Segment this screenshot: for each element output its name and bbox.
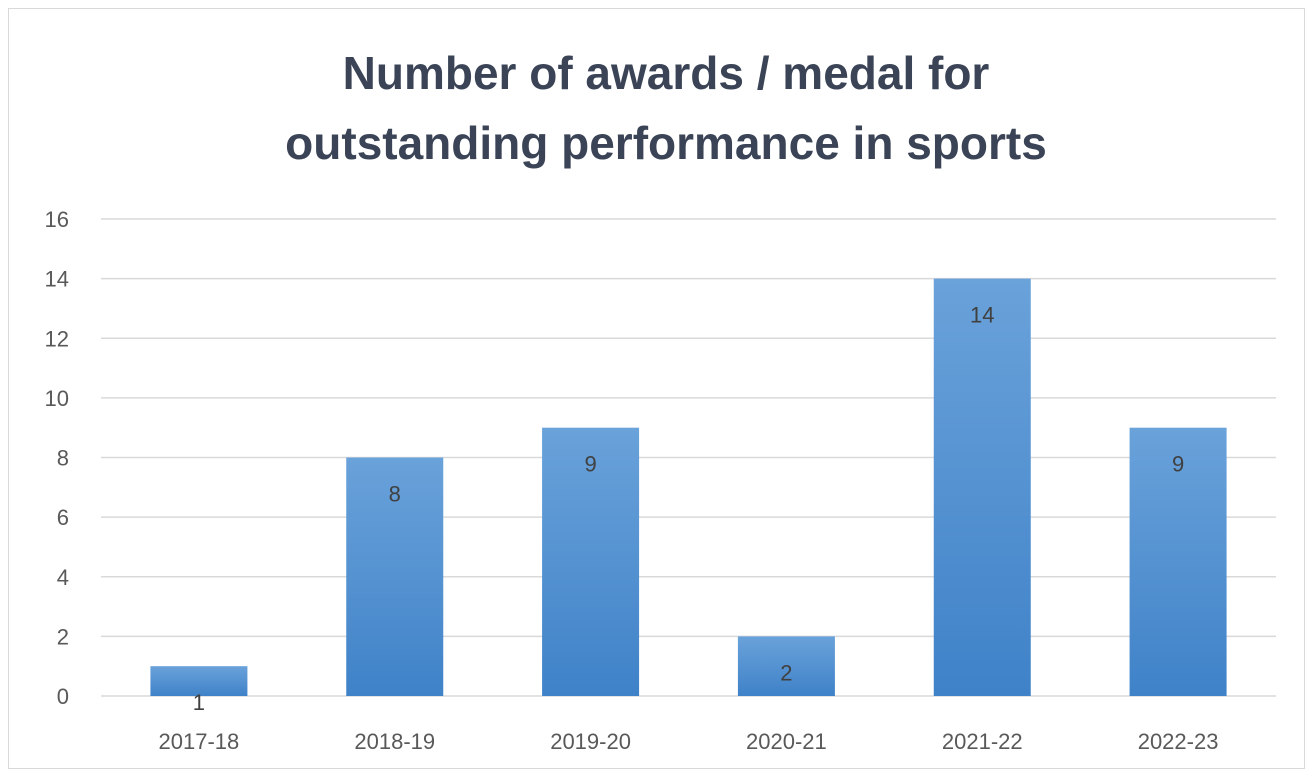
x-tick-label: 2017-18	[159, 729, 240, 754]
x-tick-label: 2018-19	[354, 729, 435, 754]
y-tick-label: 8	[57, 446, 69, 471]
data-label: 9	[584, 452, 596, 477]
top-strip	[0, 0, 1309, 6]
bars	[150, 278, 1227, 696]
y-tick-label: 10	[45, 386, 69, 411]
x-axis-ticks: 2017-18 2018-19 2019-20 2020-21 2021-22 2022-…	[159, 729, 1219, 754]
bar-2021-22	[933, 278, 1031, 696]
x-tick-label: 2021-22	[942, 729, 1023, 754]
y-axis-ticks: 0 2 4 6 8 10 12 14 16	[45, 207, 69, 709]
gridlines	[101, 218, 1276, 697]
y-tick-label: 16	[45, 207, 69, 232]
bar-2017-18	[150, 666, 248, 696]
x-tick-label: 2019-20	[550, 729, 631, 754]
y-tick-label: 0	[57, 684, 69, 709]
chart-title-line-2: outstanding performance in sports	[285, 117, 1047, 169]
chart-title-line-1: Number of awards / medal for	[343, 47, 990, 99]
y-tick-label: 6	[57, 505, 69, 530]
bar-2022-23	[1129, 427, 1227, 696]
chart-frame: Number of awards / medal for outstanding…	[8, 8, 1305, 769]
x-tick-label: 2020-21	[746, 729, 827, 754]
bar-2020-21	[737, 636, 835, 696]
y-tick-label: 4	[57, 565, 69, 590]
y-tick-label: 2	[57, 624, 69, 649]
bar-chart: Number of awards / medal for outstanding…	[45, 47, 1276, 754]
data-labels: 1 8 9 2 14 9	[193, 303, 1184, 716]
data-label: 14	[970, 303, 994, 328]
data-label: 8	[389, 482, 401, 507]
data-label: 9	[1172, 452, 1184, 477]
y-tick-label: 12	[45, 326, 69, 351]
data-label: 1	[193, 690, 205, 715]
bar-2019-20	[542, 427, 640, 696]
y-tick-label: 14	[45, 267, 69, 292]
data-label: 2	[780, 660, 792, 685]
x-tick-label: 2022-23	[1138, 729, 1219, 754]
bar-2018-19	[346, 457, 444, 696]
